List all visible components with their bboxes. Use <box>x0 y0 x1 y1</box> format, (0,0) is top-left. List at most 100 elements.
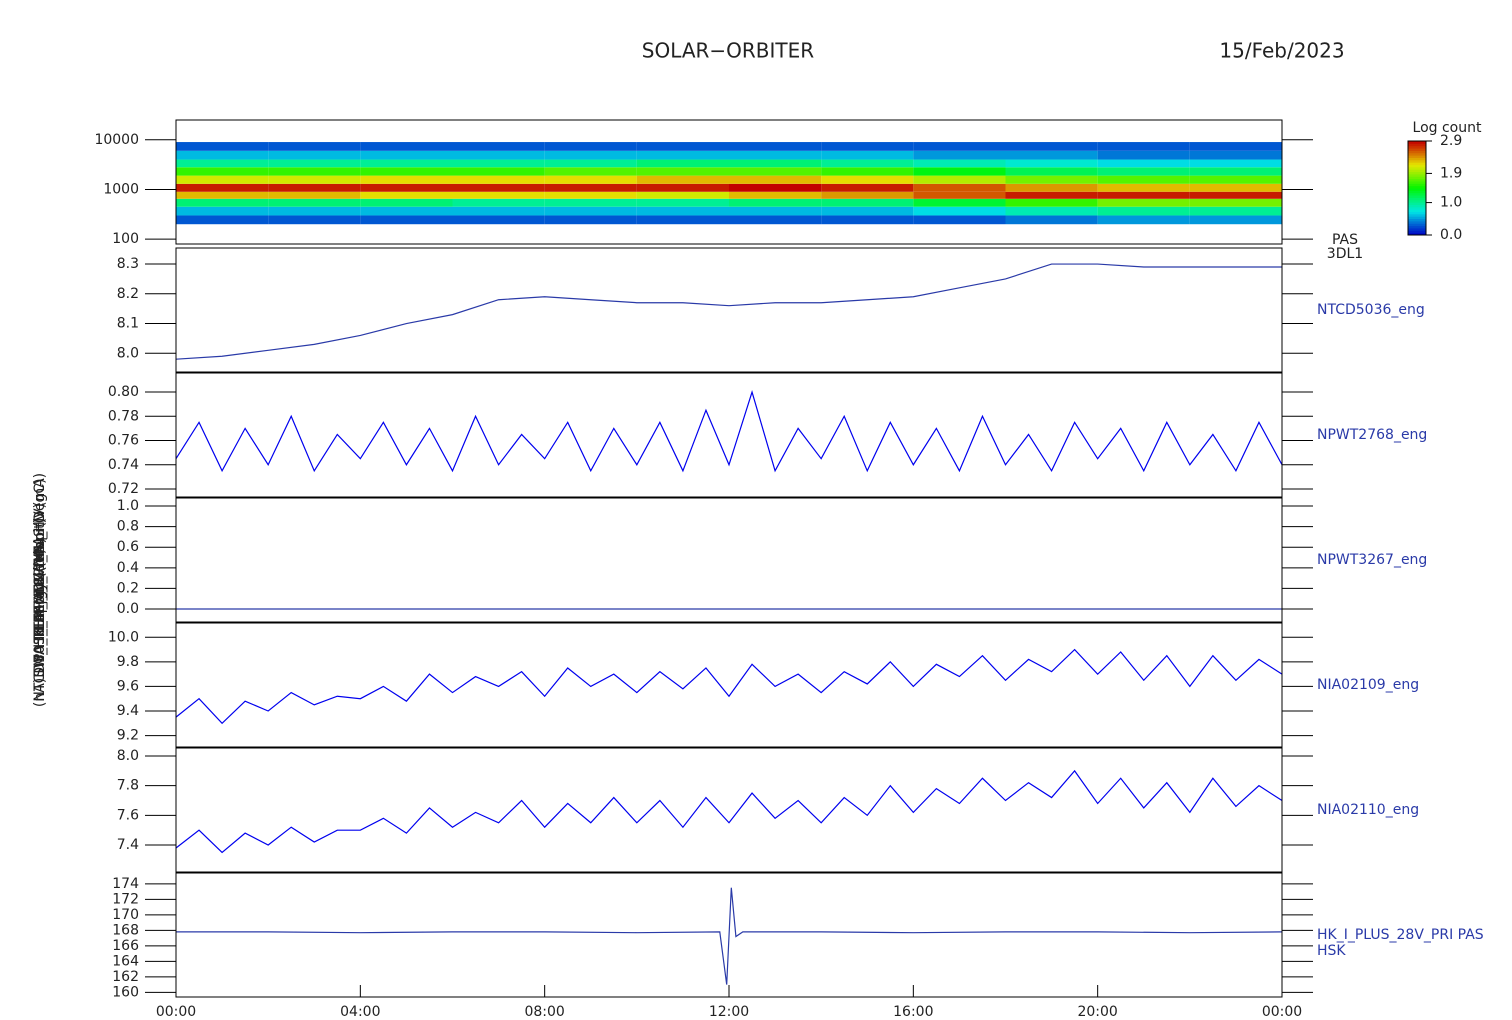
heatmap-cell <box>176 191 269 199</box>
heatmap-cell <box>544 206 637 216</box>
heatmap-cell <box>729 198 822 207</box>
heatmap-cell <box>452 215 545 225</box>
heatmap-cell <box>544 183 637 192</box>
x-tick-label: 00:00 <box>1262 1004 1302 1020</box>
heatmap-cell <box>544 159 637 168</box>
heatmap-cell <box>1189 215 1282 225</box>
heatmap-cell <box>821 159 914 168</box>
heatmap-cell <box>821 175 914 184</box>
heatmap-cell <box>360 150 453 160</box>
heatmap-cell <box>268 191 361 199</box>
heatmap-cell <box>636 142 729 151</box>
y-axis-label: PAS_HK_ADC (Monit) <box>32 518 48 662</box>
heatmap-cell <box>268 198 361 207</box>
heatmap-cell <box>452 159 545 168</box>
heatmap-cell <box>268 159 361 168</box>
y-tick-label: 0.80 <box>108 384 139 400</box>
heatmap-cell <box>1189 142 1282 151</box>
series-label: HK_I_PLUS_28V_PRI PAS <box>1317 927 1484 943</box>
heatmap-cell <box>1097 175 1190 184</box>
y-tick-label: 9.2 <box>117 728 139 744</box>
y-axis-label: THERM_2 (mA) <box>32 538 48 643</box>
heatmap-cell <box>636 191 729 199</box>
heatmap-cell <box>913 206 1006 216</box>
panel-label: 3DL1 <box>1327 246 1363 262</box>
heatmap-cell <box>176 215 269 225</box>
heatmap-cell <box>1005 206 1098 216</box>
chart-title: SOLAR−ORBITER <box>642 39 814 63</box>
chart-date: 15/Feb/2023 <box>1219 39 1344 63</box>
colorbar-frame <box>1407 140 1427 236</box>
heatmap-cell <box>1189 206 1282 216</box>
heatmap-cell <box>1189 159 1282 168</box>
heatmap-cell <box>821 142 914 151</box>
heatmap-cell <box>360 206 453 216</box>
heatmap-cell <box>176 142 269 151</box>
heatmap-cell <box>729 191 822 199</box>
series-label: NIA02109_eng <box>1317 677 1419 693</box>
y-tick-label: 0.2 <box>117 580 139 596</box>
heatmap-cell <box>1097 191 1190 199</box>
heatmap-cell <box>544 175 637 184</box>
heatmap-cell <box>1097 142 1190 151</box>
heatmap-cell <box>821 167 914 176</box>
heatmap-cell <box>360 191 453 199</box>
heatmap-cell <box>1005 142 1098 151</box>
heatmap-cell <box>1189 175 1282 184</box>
y-tick-label: 7.8 <box>117 778 139 794</box>
heatmap-cell <box>544 215 637 225</box>
colorbar-label: Log count <box>1413 120 1482 136</box>
heatmap-cell <box>1097 183 1190 192</box>
y-tick-label: 1000 <box>103 181 139 197</box>
heatmap-cell <box>1189 183 1282 192</box>
heatmap-cell <box>913 198 1006 207</box>
heatmap-cell <box>1005 215 1098 225</box>
heatmap-cell <box>1097 159 1190 168</box>
heatmap-cell <box>176 183 269 192</box>
y-axis-label: THERM_1 (mA) <box>32 538 48 643</box>
y-tick-label: 164 <box>112 953 139 969</box>
colorbar-tick-label: 2.9 <box>1440 133 1462 149</box>
y-tick-label: 0.4 <box>117 560 139 576</box>
heatmap-cell <box>729 150 822 160</box>
heatmap-cell <box>544 167 637 176</box>
heatmap-cell <box>176 167 269 176</box>
y-tick-label: 0.8 <box>117 519 139 535</box>
y-tick-label: 0.78 <box>108 408 139 424</box>
series-label: NPWT3267_eng <box>1317 552 1427 568</box>
heatmap-cell <box>913 215 1006 225</box>
y-tick-label: 7.6 <box>117 807 139 823</box>
panel-frame <box>175 247 1283 373</box>
series-line <box>175 263 1282 360</box>
heatmap-cell <box>544 191 637 199</box>
y-tick-label: 10.0 <box>108 629 139 645</box>
y-tick-label: 9.8 <box>117 654 139 670</box>
x-tick-label: 00:00 <box>156 1004 196 1020</box>
heatmap-cell <box>268 206 361 216</box>
heatmap-cell <box>913 183 1006 192</box>
heatmap-cell <box>544 142 637 151</box>
heatmap-cell <box>176 150 269 160</box>
y-tick-label: 0.6 <box>117 539 139 555</box>
heatmap-cell <box>268 215 361 225</box>
y-tick-label: 0.0 <box>117 601 139 617</box>
panel-frame <box>175 622 1283 748</box>
heatmap-cell <box>821 215 914 225</box>
heatmap-cell <box>360 183 453 192</box>
heatmap-cell <box>821 183 914 192</box>
heatmap-cell <box>913 159 1006 168</box>
heatmap-cell <box>1189 198 1282 207</box>
heatmap-cell <box>729 215 822 225</box>
heatmap-cell <box>452 142 545 151</box>
heatmap-cell <box>729 167 822 176</box>
y-tick-label: 8.1 <box>117 316 139 332</box>
heatmap-cell <box>1005 198 1098 207</box>
heatmap-cell <box>1097 206 1190 216</box>
heatmap-cell <box>913 150 1006 160</box>
y-axis-label: Energy (eV) <box>32 549 48 632</box>
heatmap-cell <box>176 206 269 216</box>
heatmap-cell <box>913 175 1006 184</box>
heatmap-cell <box>360 167 453 176</box>
y-axis-label: (nA)DM_HK_IMON_PDPU_HV (mA) <box>32 473 48 707</box>
